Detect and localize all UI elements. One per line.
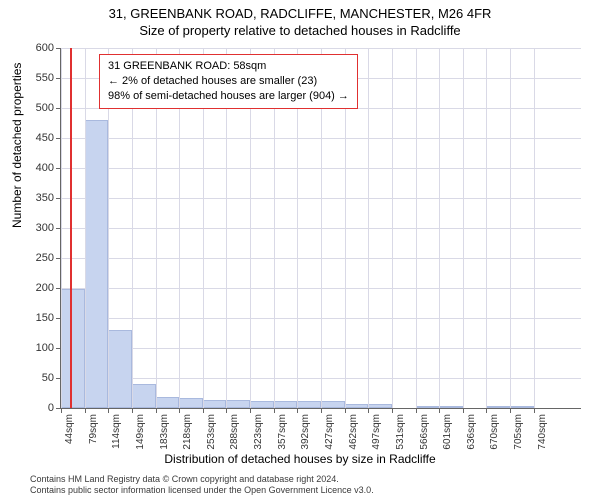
info-box-line3: 98% of semi-detached houses are larger (…	[108, 89, 349, 104]
xtick-mark	[179, 408, 180, 413]
xtick-mark	[61, 408, 62, 413]
histogram-bar	[510, 406, 534, 408]
xtick-label: 636sqm	[466, 414, 477, 450]
histogram-bar	[85, 120, 109, 408]
histogram-bar	[439, 406, 463, 408]
xtick-label: 323sqm	[253, 414, 264, 450]
xtick-mark	[297, 408, 298, 413]
ytick-label: 0	[24, 402, 54, 414]
grid-line-v	[439, 48, 440, 408]
xtick-label: 462sqm	[348, 414, 359, 450]
xtick-label: 44sqm	[64, 414, 75, 444]
grid-line-v	[463, 48, 464, 408]
histogram-bar	[179, 398, 203, 408]
grid-line-v	[61, 48, 62, 408]
ytick-label: 50	[24, 372, 54, 384]
grid-line-v	[85, 48, 86, 408]
histogram-bar	[132, 384, 156, 408]
xtick-label: 357sqm	[277, 414, 288, 450]
ytick-label: 250	[24, 252, 54, 264]
histogram-bar	[226, 400, 250, 408]
xtick-mark	[486, 408, 487, 413]
xtick-mark	[345, 408, 346, 413]
xtick-mark	[392, 408, 393, 413]
ytick-label: 350	[24, 192, 54, 204]
xtick-mark	[439, 408, 440, 413]
ytick-label: 200	[24, 282, 54, 294]
histogram-bar	[345, 404, 369, 408]
xtick-label: 670sqm	[489, 414, 500, 450]
ytick-label: 400	[24, 162, 54, 174]
xtick-label: 531sqm	[395, 414, 406, 450]
ytick-label: 600	[24, 42, 54, 54]
xtick-mark	[132, 408, 133, 413]
grid-line-v	[486, 48, 487, 408]
xtick-label: 392sqm	[300, 414, 311, 450]
xtick-label: 740sqm	[537, 414, 548, 450]
ytick-label: 500	[24, 102, 54, 114]
ytick-label: 150	[24, 312, 54, 324]
xtick-label: 427sqm	[324, 414, 335, 450]
xtick-mark	[108, 408, 109, 413]
histogram-bar	[274, 401, 298, 408]
xtick-mark	[321, 408, 322, 413]
xtick-label: 566sqm	[419, 414, 430, 450]
histogram-bar	[321, 401, 345, 408]
histogram-bar	[486, 406, 510, 408]
footer-line2: Contains public sector information licen…	[30, 485, 374, 496]
xtick-label: 79sqm	[88, 414, 99, 444]
histogram-bar	[416, 406, 440, 408]
xtick-mark	[510, 408, 511, 413]
histogram-bar	[108, 330, 132, 408]
xtick-mark	[534, 408, 535, 413]
xtick-mark	[416, 408, 417, 413]
histogram-bar	[61, 289, 85, 408]
y-axis-label: Number of detached properties	[10, 63, 24, 228]
xtick-label: 253sqm	[206, 414, 217, 450]
info-box-line1: 31 GREENBANK ROAD: 58sqm	[108, 59, 349, 74]
footer-line1: Contains HM Land Registry data © Crown c…	[30, 474, 374, 485]
histogram-bar	[156, 397, 180, 408]
xtick-mark	[463, 408, 464, 413]
xtick-label: 497sqm	[371, 414, 382, 450]
ytick-label: 100	[24, 342, 54, 354]
plot-area: 44sqm79sqm114sqm149sqm183sqm218sqm253sqm…	[60, 48, 581, 409]
x-axis-label: Distribution of detached houses by size …	[0, 452, 600, 466]
grid-line-v	[510, 48, 511, 408]
histogram-bar	[250, 401, 274, 408]
xtick-label: 114sqm	[111, 414, 122, 449]
histogram-bar	[297, 401, 321, 408]
grid-line-v	[416, 48, 417, 408]
xtick-mark	[203, 408, 204, 413]
grid-line-v	[534, 48, 535, 408]
reference-line	[70, 48, 72, 408]
info-box-line2: ← 2% of detached houses are smaller (23)	[108, 74, 349, 89]
xtick-mark	[274, 408, 275, 413]
histogram-bar	[203, 400, 227, 408]
ytick-label: 450	[24, 132, 54, 144]
xtick-label: 183sqm	[159, 414, 170, 450]
xtick-mark	[226, 408, 227, 413]
xtick-label: 218sqm	[182, 414, 193, 450]
xtick-label: 149sqm	[135, 414, 146, 450]
xtick-label: 705sqm	[513, 414, 524, 450]
xtick-label: 288sqm	[229, 414, 240, 450]
histogram-bar	[368, 404, 392, 408]
info-box: 31 GREENBANK ROAD: 58sqm← 2% of detached…	[99, 54, 358, 109]
ytick-label: 300	[24, 222, 54, 234]
chart-area: 44sqm79sqm114sqm149sqm183sqm218sqm253sqm…	[60, 48, 580, 408]
ytick-label: 550	[24, 72, 54, 84]
xtick-mark	[250, 408, 251, 413]
grid-line-v	[392, 48, 393, 408]
xtick-label: 601sqm	[442, 414, 453, 450]
xtick-mark	[85, 408, 86, 413]
xtick-mark	[368, 408, 369, 413]
grid-line-v	[368, 48, 369, 408]
title-address: 31, GREENBANK ROAD, RADCLIFFE, MANCHESTE…	[0, 0, 600, 21]
footer-attribution: Contains HM Land Registry data © Crown c…	[30, 474, 374, 497]
title-subtitle: Size of property relative to detached ho…	[0, 21, 600, 38]
xtick-mark	[156, 408, 157, 413]
